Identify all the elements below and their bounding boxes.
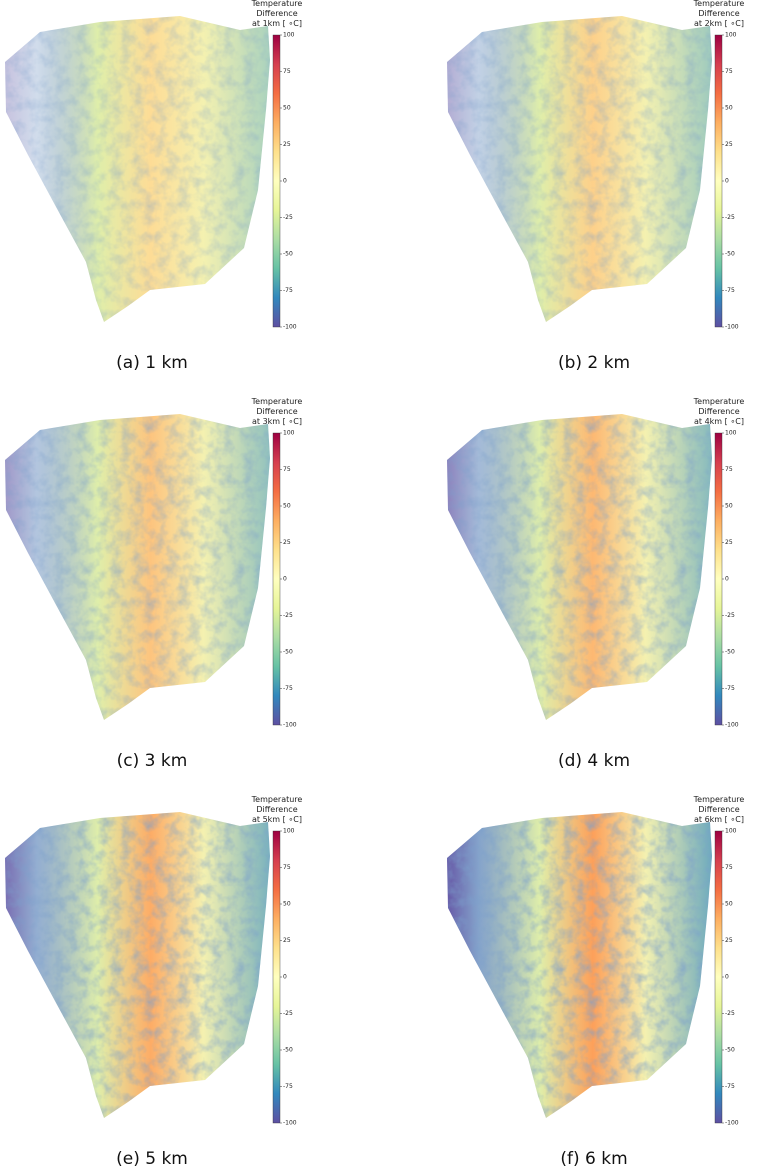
colorbar-title: Temperature — [693, 795, 745, 804]
colorbar-tick-label: 100 — [283, 430, 295, 437]
caption: (b) 2 km — [558, 353, 630, 373]
colorbar-tick-label: 50 — [725, 105, 733, 112]
colorbar-tick-label: 0 — [283, 974, 287, 981]
colorbar — [714, 432, 723, 726]
colorbar-tick-label: 100 — [283, 828, 295, 835]
colorbar — [272, 432, 281, 726]
map-texture — [447, 414, 712, 720]
colorbar-title: Difference — [256, 805, 297, 814]
colorbar-tick-label: 0 — [725, 178, 729, 185]
colorbar-tick-label: 25 — [283, 141, 291, 148]
colorbar — [272, 34, 281, 328]
colorbar-title: Difference — [256, 407, 297, 416]
colorbar-tick-label: 25 — [283, 937, 291, 944]
colorbar-tick-label: -75 — [725, 287, 735, 294]
colorbar — [714, 34, 723, 328]
map-texture — [5, 414, 270, 720]
colorbar-tick-label: 0 — [725, 974, 729, 981]
colorbar-tick-label: -100 — [283, 722, 297, 729]
colorbar-title: Temperature — [693, 397, 745, 406]
colorbar-tick-label: -75 — [283, 287, 293, 294]
colorbar-title: at 5km [ ∘C] — [252, 815, 302, 824]
colorbar-title: at 3km [ ∘C] — [252, 417, 302, 426]
colorbar-title: Temperature — [251, 795, 303, 804]
colorbar-tick-label: -50 — [283, 251, 293, 258]
colorbar-tick-label: 100 — [725, 828, 737, 835]
colorbar-title: Temperature — [693, 0, 745, 8]
colorbar-tick-label: -50 — [283, 649, 293, 656]
caption: (f) 6 km — [560, 1149, 627, 1169]
colorbar-tick-label: -25 — [283, 1010, 293, 1017]
colorbar-tick-label: 75 — [283, 864, 291, 871]
map-texture — [447, 16, 712, 322]
colorbar-tick-label: 50 — [283, 503, 291, 510]
colorbar-title: Difference — [698, 805, 739, 814]
colorbar-tick-label: 75 — [283, 68, 291, 75]
colorbar-tick-label: -100 — [283, 324, 297, 331]
colorbar — [272, 830, 281, 1124]
colorbar-tick-label: 25 — [725, 937, 733, 944]
colorbar-tick-label: 25 — [725, 141, 733, 148]
colorbar-tick-label: -25 — [725, 214, 735, 221]
colorbar-tick-label: -100 — [725, 324, 739, 331]
colorbar-tick-label: 0 — [283, 576, 287, 583]
colorbar — [714, 830, 723, 1124]
colorbar-tick-label: 0 — [283, 178, 287, 185]
map-texture — [5, 16, 270, 322]
colorbar-tick-label: -100 — [725, 722, 739, 729]
colorbar-tick-label: -75 — [725, 685, 735, 692]
colorbar-title: Temperature — [251, 397, 303, 406]
colorbar-title: at 4km [ ∘C] — [694, 417, 744, 426]
colorbar-tick-label: 75 — [725, 68, 733, 75]
colorbar-title: Difference — [698, 407, 739, 416]
map-texture — [447, 812, 712, 1118]
colorbar-tick-label: 75 — [725, 864, 733, 871]
colorbar-tick-label: 25 — [725, 539, 733, 546]
colorbar-tick-label: -75 — [283, 685, 293, 692]
colorbar-tick-label: 0 — [725, 576, 729, 583]
colorbar-tick-label: -25 — [283, 612, 293, 619]
caption: (c) 3 km — [117, 751, 188, 771]
colorbar-tick-label: -100 — [725, 1120, 739, 1127]
colorbar-tick-label: -50 — [283, 1047, 293, 1054]
colorbar-tick-label: 100 — [725, 430, 737, 437]
colorbar-title: Difference — [698, 9, 739, 18]
colorbar-title: at 2km [ ∘C] — [694, 19, 744, 28]
colorbar-tick-label: -25 — [725, 612, 735, 619]
colorbar-tick-label: 50 — [283, 105, 291, 112]
colorbar-title: Difference — [256, 9, 297, 18]
colorbar-tick-label: -50 — [725, 1047, 735, 1054]
colorbar-tick-label: -75 — [283, 1083, 293, 1090]
map-texture — [5, 812, 270, 1118]
colorbar-title: Temperature — [251, 0, 303, 8]
colorbar-tick-label: 50 — [725, 503, 733, 510]
colorbar-tick-label: -50 — [725, 251, 735, 258]
colorbar-title: at 1km [ ∘C] — [252, 19, 302, 28]
caption: (e) 5 km — [116, 1149, 188, 1169]
colorbar-tick-label: 75 — [725, 466, 733, 473]
caption: (a) 1 km — [116, 353, 188, 373]
colorbar-tick-label: 50 — [725, 901, 733, 908]
colorbar-tick-label: -50 — [725, 649, 735, 656]
colorbar-title: at 6km [ ∘C] — [694, 815, 744, 824]
colorbar-tick-label: -75 — [725, 1083, 735, 1090]
colorbar-tick-label: 50 — [283, 901, 291, 908]
colorbar-tick-label: 75 — [283, 466, 291, 473]
colorbar-tick-label: -25 — [283, 214, 293, 221]
colorbar-tick-label: 25 — [283, 539, 291, 546]
colorbar-tick-label: -25 — [725, 1010, 735, 1017]
colorbar-tick-label: 100 — [283, 32, 295, 39]
caption: (d) 4 km — [558, 751, 630, 771]
colorbar-tick-label: 100 — [725, 32, 737, 39]
colorbar-tick-label: -100 — [283, 1120, 297, 1127]
